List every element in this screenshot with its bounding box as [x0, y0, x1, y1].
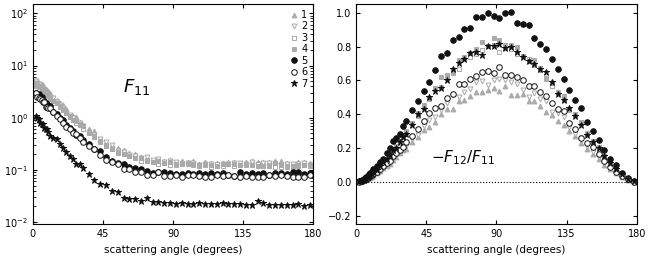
Legend: 1, 2, 3, 4, 5, 6, 7: 1, 2, 3, 4, 5, 6, 7 — [289, 9, 308, 90]
4 — [178, 162, 186, 165]
1 — [196, 162, 203, 166]
1 — [62, 107, 70, 110]
4 — [32, 82, 40, 85]
Line: 3: 3 — [34, 84, 312, 169]
5 — [46, 104, 54, 107]
Line: 5: 5 — [33, 91, 313, 179]
Line: 2: 2 — [34, 78, 313, 168]
2 — [62, 111, 70, 114]
2 — [46, 95, 54, 98]
7 — [46, 134, 54, 137]
3 — [75, 124, 83, 127]
X-axis label: scattering angle (degrees): scattering angle (degrees) — [427, 245, 566, 255]
Text: $-F_{12}/F_{11}$: $-F_{12}/F_{11}$ — [431, 149, 495, 168]
2 — [75, 122, 83, 125]
3 — [32, 84, 40, 88]
3 — [306, 165, 314, 168]
2 — [306, 164, 314, 167]
7 — [178, 201, 186, 204]
5 — [306, 171, 314, 174]
1 — [306, 161, 314, 164]
7 — [306, 203, 314, 206]
4 — [75, 123, 83, 126]
6 — [32, 91, 40, 94]
1 — [32, 78, 40, 82]
5 — [69, 130, 77, 133]
4 — [283, 166, 291, 169]
1 — [79, 123, 86, 126]
6 — [46, 107, 54, 110]
2 — [79, 125, 86, 128]
Line: 1: 1 — [34, 77, 313, 166]
4 — [46, 96, 54, 99]
4 — [69, 119, 77, 122]
7 — [300, 204, 308, 207]
6 — [69, 132, 77, 135]
7 — [75, 162, 83, 165]
3 — [207, 166, 215, 169]
7 — [62, 151, 70, 154]
1 — [178, 160, 186, 163]
6 — [178, 175, 186, 178]
6 — [79, 140, 86, 143]
5 — [75, 135, 83, 138]
3 — [178, 162, 186, 165]
1 — [46, 91, 54, 95]
3 — [79, 127, 86, 131]
6 — [259, 176, 267, 179]
6 — [75, 136, 83, 139]
3 — [69, 119, 77, 122]
2 — [178, 162, 186, 165]
3 — [62, 112, 70, 115]
6 — [62, 125, 70, 128]
7 — [79, 167, 86, 170]
5 — [32, 92, 40, 95]
1 — [75, 120, 83, 124]
Line: 4: 4 — [34, 81, 312, 169]
1 — [69, 114, 77, 118]
6 — [306, 174, 314, 177]
4 — [306, 163, 314, 166]
X-axis label: scattering angle (degrees): scattering angle (degrees) — [104, 245, 242, 255]
Line: 6: 6 — [33, 90, 313, 180]
2 — [69, 117, 77, 120]
5 — [62, 124, 70, 127]
5 — [79, 139, 86, 142]
3 — [46, 97, 54, 100]
5 — [178, 172, 186, 175]
2 — [32, 79, 40, 82]
4 — [79, 125, 86, 128]
Text: $F_{11}$: $F_{11}$ — [123, 77, 150, 97]
4 — [62, 110, 70, 113]
5 — [230, 174, 238, 177]
Line: 7: 7 — [33, 113, 313, 209]
7 — [32, 115, 40, 118]
7 — [69, 157, 77, 160]
